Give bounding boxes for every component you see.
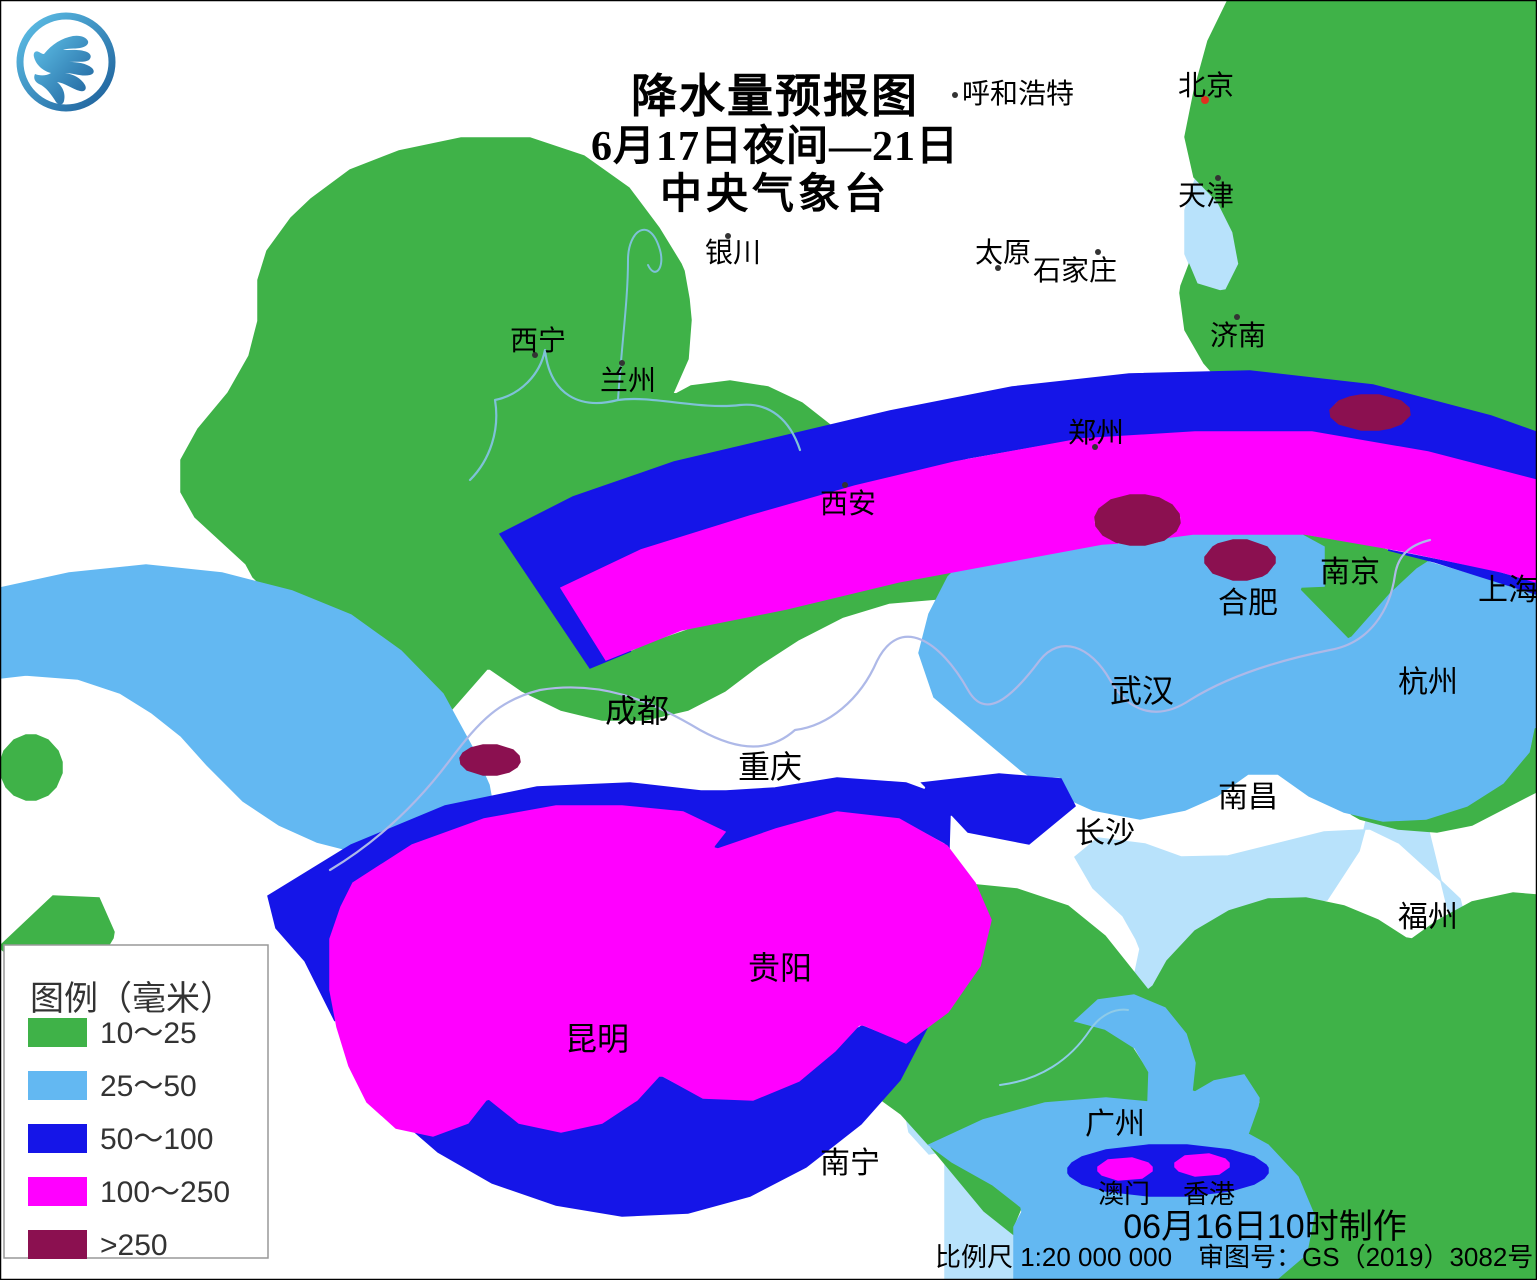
svg-text:南宁: 南宁 xyxy=(820,1147,880,1180)
svg-text:杭州: 杭州 xyxy=(1398,666,1458,699)
svg-text:成都: 成都 xyxy=(605,693,669,729)
svg-text:比例尺 1:20 000 000 审图号：GS（2019）3: 比例尺 1:20 000 000 审图号：GS（2019）3082号 MESIS… xyxy=(935,1242,1537,1272)
svg-text:中央气象台: 中央气象台 xyxy=(660,171,890,218)
svg-text:上海: 上海 xyxy=(1478,574,1537,607)
svg-text:澳门: 澳门 xyxy=(1098,1179,1150,1209)
svg-text:西安: 西安 xyxy=(820,488,876,519)
svg-text:石家庄: 石家庄 xyxy=(1033,255,1117,286)
svg-text:合肥: 合肥 xyxy=(1218,587,1278,620)
svg-text:25～50: 25～50 xyxy=(100,1070,197,1103)
svg-text:西宁: 西宁 xyxy=(510,325,566,356)
svg-text:图例（毫米）: 图例（毫米） xyxy=(30,980,234,1018)
svg-text:贵阳: 贵阳 xyxy=(748,950,812,986)
svg-text:重庆: 重庆 xyxy=(738,749,802,785)
svg-text:>250: >250 xyxy=(100,1229,168,1262)
svg-text:长沙: 长沙 xyxy=(1075,817,1135,850)
svg-text:南昌: 南昌 xyxy=(1218,781,1278,814)
svg-text:香港: 香港 xyxy=(1183,1179,1235,1209)
svg-text:武汉: 武汉 xyxy=(1110,673,1174,709)
svg-text:银川: 银川 xyxy=(705,237,761,268)
svg-text:广州: 广州 xyxy=(1085,1108,1145,1141)
svg-text:北京: 北京 xyxy=(1178,70,1234,101)
svg-text:06月16日10时制作: 06月16日10时制作 xyxy=(1123,1208,1406,1246)
svg-text:呼和浩特: 呼和浩特 xyxy=(962,78,1074,109)
svg-text:天津: 天津 xyxy=(1178,180,1234,211)
svg-text:郑州: 郑州 xyxy=(1068,417,1124,448)
svg-text:福州: 福州 xyxy=(1398,901,1458,934)
svg-text:10～25: 10～25 xyxy=(100,1017,197,1050)
svg-text:昆明: 昆明 xyxy=(565,1021,629,1057)
svg-text:50～100: 50～100 xyxy=(100,1123,213,1156)
svg-text:降水量预报图: 降水量预报图 xyxy=(631,71,919,122)
svg-text:6月17日夜间—21日: 6月17日夜间—21日 xyxy=(591,123,959,170)
svg-text:南京: 南京 xyxy=(1320,556,1380,589)
svg-text:济南: 济南 xyxy=(1210,320,1266,351)
svg-text:兰州: 兰州 xyxy=(600,365,656,396)
svg-text:太原: 太原 xyxy=(975,237,1031,268)
svg-text:100～250: 100～250 xyxy=(100,1176,230,1209)
